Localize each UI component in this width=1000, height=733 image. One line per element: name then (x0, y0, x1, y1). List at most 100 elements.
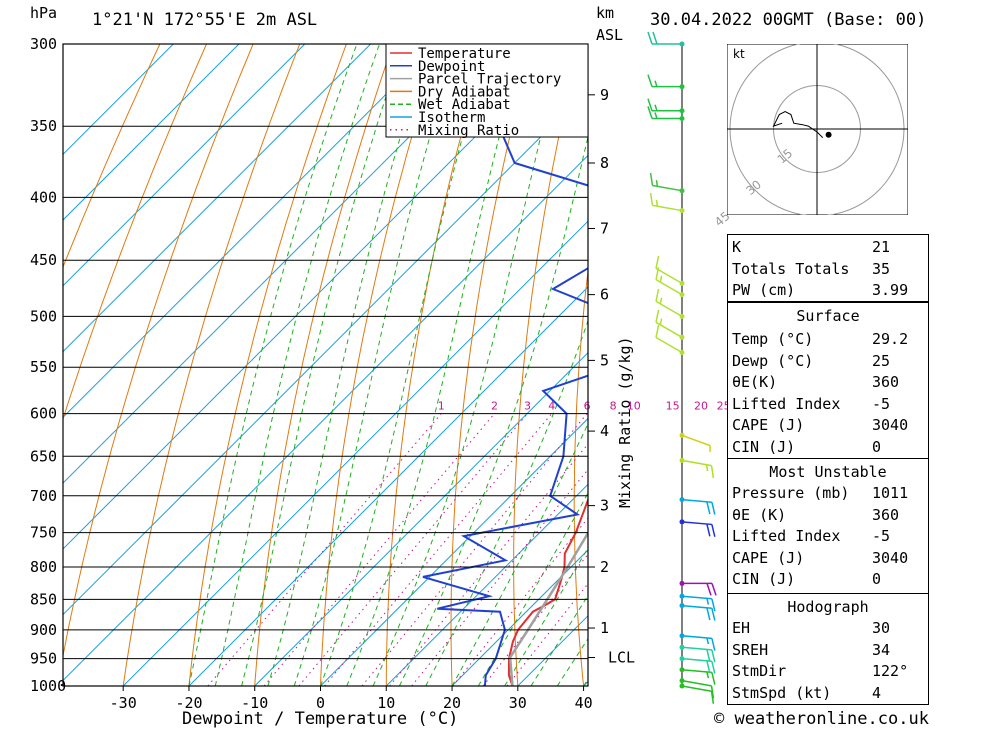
wind-barb-flag (706, 583, 712, 596)
index-row: EH 30 (732, 617, 924, 638)
wind-barb-dot (679, 334, 685, 340)
dry-adiabat-line (63, 44, 207, 421)
index-label: CAPE (J) (732, 416, 805, 434)
index-value: 30 (872, 619, 891, 637)
legend-entry-label: Parcel Trajectory (418, 72, 561, 88)
wind-barb (647, 74, 685, 90)
pressure-tick-label: 900 (30, 621, 57, 639)
wind-barb-half-flag (654, 112, 658, 119)
index-value: 1011 (872, 484, 909, 502)
wind-barb-flag (710, 691, 715, 704)
isotherm-line (254, 351, 588, 686)
x-tick-label: -10 (241, 694, 268, 712)
height-tick-label: LCL (608, 649, 635, 667)
wind-barb-shaft (681, 498, 712, 503)
wind-barb-flag (652, 31, 658, 45)
index-row: PW (cm) 3.99 (732, 279, 924, 300)
wind-barb-dot (679, 313, 685, 319)
wet-adiabat-line (320, 44, 489, 686)
x-tick-label: 0 (316, 694, 325, 712)
dry-adiabat-line (63, 44, 254, 659)
wind-barb-flag (711, 638, 716, 651)
wind-barb (679, 683, 715, 704)
wind-barb-half-flag (705, 464, 709, 472)
wind-barb-shaft (681, 434, 711, 447)
x-tick-label: -20 (175, 694, 202, 712)
mixing-ratio-label: 4 (548, 400, 555, 413)
wind-barb (679, 519, 716, 537)
index-row: StmSpd (kt) 4 (732, 682, 924, 703)
wind-barb-half-flag (659, 297, 663, 305)
wind-barb (679, 678, 715, 699)
wind-barb-half-flag (654, 80, 658, 87)
dry-adiabat-line (633, 44, 673, 686)
hodograph-storm-motion (825, 131, 832, 138)
index-row: Lifted Index -5 (732, 525, 924, 546)
pressure-tick-label: 700 (30, 487, 57, 505)
index-row: CAPE (J) 3040 (732, 547, 924, 568)
wind-barb-flag (649, 172, 654, 186)
index-row: Pressure (mb) 1011 (732, 482, 924, 503)
index-value: 122° (872, 662, 909, 680)
isotherm-line (63, 88, 588, 616)
wind-barb-dot (679, 683, 685, 689)
wind-barb-dot (679, 292, 685, 298)
wind-barb-half-flag (655, 199, 659, 207)
height-tick-label: 6 (600, 286, 609, 304)
x-tick-label: 40 (575, 694, 593, 712)
most-unstable-box: Most Unstable Pressure (mb) 1011 θE (K) 360… (727, 458, 929, 594)
wind-barb-flag (647, 106, 653, 119)
mixing-ratio-label: 3 (524, 400, 531, 413)
wind-barb-dot (679, 84, 685, 90)
index-row: K 21 (732, 236, 924, 257)
index-row: CIN (J) 0 (732, 568, 924, 589)
wet-adiabat-line (451, 422, 588, 686)
index-value: 35 (872, 259, 891, 278)
wind-barb-flag (647, 74, 653, 87)
pressure-tick-label: 500 (30, 307, 57, 325)
legend-entry-label: Dewpoint (418, 59, 485, 75)
series-line-parcel-trajectory (508, 530, 588, 686)
wind-barb-dot (679, 457, 685, 463)
wind-barb-dot (679, 208, 685, 214)
wind-barb (679, 633, 716, 651)
index-value: 3.99 (872, 281, 909, 299)
wind-barb-flag (655, 324, 660, 338)
index-value: 4 (872, 683, 882, 702)
wind-barb (649, 192, 685, 214)
hodograph (727, 44, 908, 215)
wind-barb-dot (679, 644, 685, 650)
index-row: Dewp (°C) 25 (732, 350, 924, 371)
wind-barb (655, 324, 685, 355)
pressure-tick-label: 350 (30, 117, 57, 135)
wind-barb-flag (711, 661, 716, 674)
isotherm-line (63, 154, 588, 682)
isotherm-line (122, 220, 588, 686)
wind-barb-half-flag (654, 104, 658, 111)
wind-barb (679, 432, 711, 452)
wind-barb-flag (711, 649, 716, 663)
isotherm-line (63, 44, 503, 484)
index-label: CAPE (J) (732, 548, 805, 567)
mixing-ratio-label: 6 (584, 400, 591, 413)
index-value: 25 (872, 351, 891, 370)
pressure-tick-label: 600 (30, 405, 57, 423)
surface-indices-box: Surface Temp (°C) 29.2 Dewp (°C) 25 θE(K) 360… (727, 302, 929, 459)
wet-adiabat-line (398, 134, 588, 686)
isotherm-line (385, 483, 588, 686)
dry-adiabat-line (63, 44, 161, 269)
wind-barb-flag (647, 31, 653, 45)
index-row: SREH 34 (732, 639, 924, 660)
pressure-tick-label: 550 (30, 358, 57, 376)
index-label: Lifted Index (732, 394, 841, 413)
wind-barb-dot (679, 349, 685, 355)
legend-entry-label: Mixing Ratio (418, 123, 519, 139)
wind-barb-flag (711, 672, 716, 685)
legend-entry-label: Isotherm (418, 110, 485, 126)
wind-barb-half-flag (706, 598, 710, 605)
mixing-ratio-label: 20 (694, 400, 708, 413)
isotherm-line (63, 44, 240, 221)
wind-barb (679, 667, 716, 685)
wind-barb-shaft (681, 679, 712, 687)
legend-box (385, 43, 589, 138)
